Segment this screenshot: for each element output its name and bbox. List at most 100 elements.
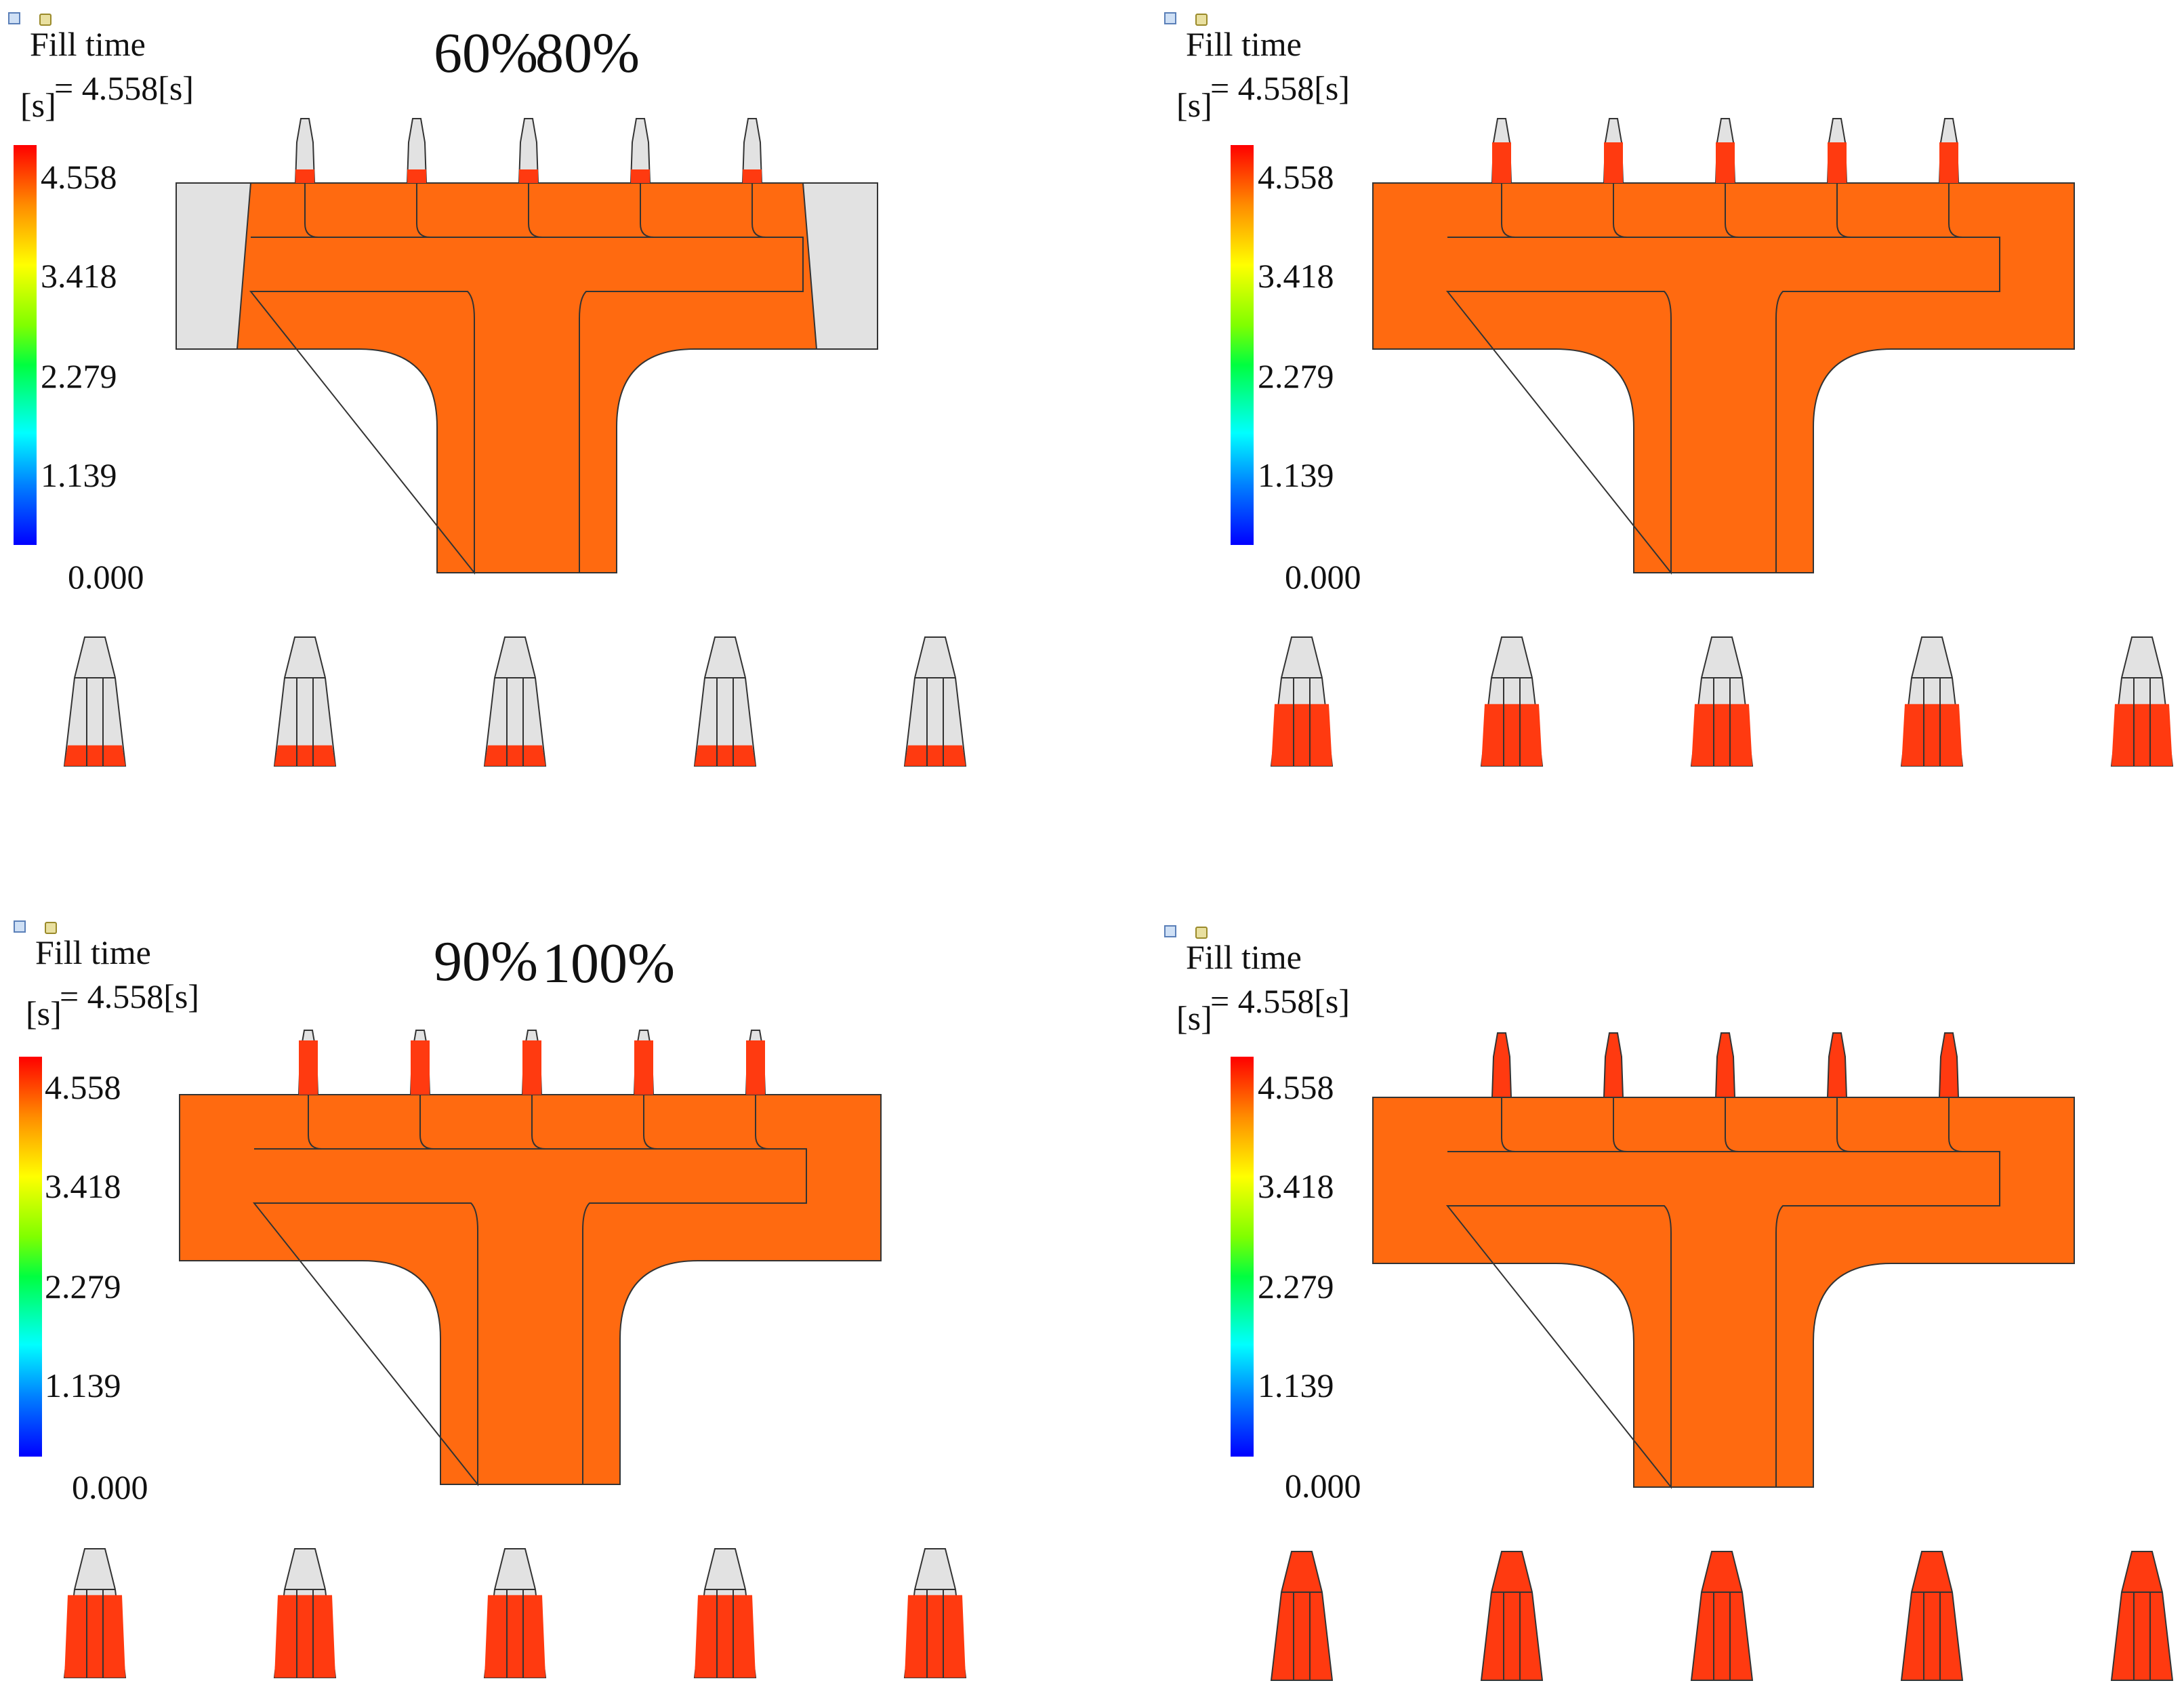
part-shell xyxy=(2110,1551,2174,1681)
melt-body xyxy=(236,182,818,573)
molded-part xyxy=(483,636,547,767)
fill-time-label: Fill time xyxy=(1186,25,1302,63)
gate-fill xyxy=(1716,142,1735,183)
branch-line xyxy=(1725,1097,1739,1152)
part-fill xyxy=(64,745,125,766)
panel-80: 80% Fill time [s] = 4.558[s] 4.558 3.418… xyxy=(535,0,2183,852)
colorbar xyxy=(14,145,37,545)
colorbar xyxy=(1231,1057,1254,1457)
gate-tip xyxy=(1826,1032,1848,1098)
runner-outline xyxy=(1445,237,2000,575)
part-fill xyxy=(2111,704,2172,766)
colorbar xyxy=(19,1057,42,1457)
tick-label: 2.279 xyxy=(1258,1267,1334,1305)
molded-part xyxy=(1690,1551,1754,1681)
molded-part xyxy=(273,1548,337,1678)
branch-line xyxy=(1501,1097,1516,1152)
tick-label: 1.139 xyxy=(1258,456,1334,494)
branch-line xyxy=(416,183,431,238)
panel-title: 100% xyxy=(542,932,675,995)
molded-part xyxy=(1900,1551,1964,1681)
branch-line xyxy=(304,183,319,238)
molded-part xyxy=(1270,636,1334,767)
tick-label: 0.000 xyxy=(1285,1467,1361,1505)
part-fill xyxy=(1691,704,1752,766)
panel-90: 90% Fill time [s] = 4.558[s] 4.558 3.418… xyxy=(0,852,1092,1704)
gate-fill xyxy=(522,1040,541,1095)
tick-label: 4.558 xyxy=(45,1068,121,1106)
gate-tip xyxy=(1491,1032,1512,1098)
tick-label: 0.000 xyxy=(68,558,144,596)
melt-body xyxy=(1372,1097,2075,1488)
tick-label: 1.139 xyxy=(41,456,117,494)
toolbar-icons xyxy=(1164,925,1212,941)
gate-fill xyxy=(407,169,426,183)
runner-outline xyxy=(1445,1151,2000,1489)
tick-label: 2.279 xyxy=(1258,357,1334,395)
part-shell xyxy=(1900,1551,1964,1681)
toolbar-icons xyxy=(8,12,56,28)
max-value-label: = 4.558[s] xyxy=(1210,69,1350,107)
window-icon xyxy=(1164,925,1176,937)
tick-label: 4.558 xyxy=(1258,158,1334,196)
molded-part xyxy=(2110,636,2174,767)
tick-label: 0.000 xyxy=(72,1468,148,1506)
gate-fill xyxy=(519,169,538,183)
toolbar-icons xyxy=(14,920,61,937)
tick-label: 4.558 xyxy=(41,158,117,196)
gate-fill xyxy=(1604,142,1623,183)
colorbar xyxy=(1231,145,1254,545)
runner-outline xyxy=(252,1148,807,1486)
molded-part xyxy=(1900,636,1964,767)
mold-geometry xyxy=(1270,118,2174,767)
branch-line xyxy=(1948,183,1963,238)
gate-fill xyxy=(743,169,762,183)
branch-line xyxy=(308,1095,323,1150)
branch-line xyxy=(1613,1097,1628,1152)
molded-part xyxy=(903,1548,967,1678)
gate-fill xyxy=(746,1040,765,1095)
branch-line xyxy=(640,183,655,238)
gate-fill xyxy=(1828,142,1847,183)
branch-line xyxy=(1725,183,1739,238)
branch-line xyxy=(1836,1097,1851,1152)
tick-label: 3.418 xyxy=(1258,1167,1334,1205)
branch-line xyxy=(528,183,543,238)
gate-fill xyxy=(631,169,650,183)
gate-tip xyxy=(1603,1032,1624,1098)
mold-geometry xyxy=(63,118,967,767)
panel-title: 60% xyxy=(434,22,538,85)
panel-100: 100% Fill time [s] = 4.558[s] 4.558 3.41… xyxy=(542,852,2183,1704)
window-icon xyxy=(8,12,20,24)
tick-label: 3.418 xyxy=(45,1167,121,1205)
max-value-label: = 4.558[s] xyxy=(1210,982,1350,1020)
tick-label: 2.279 xyxy=(45,1267,121,1305)
gate-fill xyxy=(634,1040,653,1095)
part-fill xyxy=(485,1595,545,1678)
branch-line xyxy=(1501,183,1516,238)
fill-time-label: Fill time xyxy=(1186,938,1302,976)
branch-line xyxy=(1948,1097,1963,1152)
window-icon xyxy=(14,920,26,933)
molded-part xyxy=(1480,636,1544,767)
molded-part xyxy=(2110,1551,2174,1681)
branch-line xyxy=(1836,183,1851,238)
mold-geometry xyxy=(1270,1032,2174,1681)
tick-label: 1.139 xyxy=(1258,1366,1334,1404)
panel-title: 90% xyxy=(434,930,538,993)
part-shell xyxy=(1270,1551,1334,1681)
panel-title: 80% xyxy=(535,22,640,85)
unit-label: [s] xyxy=(26,994,62,1032)
part-shell xyxy=(1480,1551,1544,1681)
part-fill xyxy=(1481,704,1542,766)
gate-tip xyxy=(1714,1032,1736,1098)
molded-part xyxy=(483,1548,547,1678)
toolbar-icons xyxy=(1164,12,1212,28)
folder-icon xyxy=(39,14,51,26)
melt-body xyxy=(1372,182,2075,573)
tick-label: 3.418 xyxy=(1258,257,1334,295)
unit-label: [s] xyxy=(20,86,56,124)
branch-line xyxy=(755,1095,770,1150)
unit-label: [s] xyxy=(1176,999,1212,1037)
part-fill xyxy=(905,1595,966,1678)
